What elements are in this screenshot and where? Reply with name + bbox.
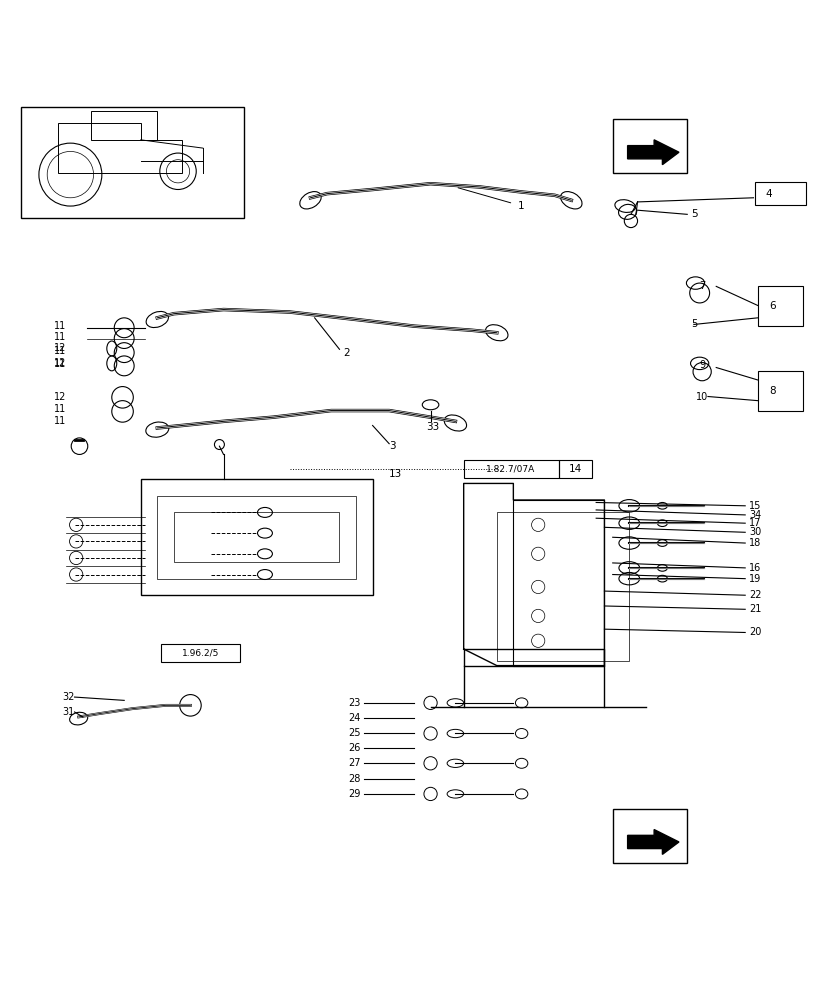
- Text: 30: 30: [748, 527, 761, 537]
- Bar: [513, 500, 604, 666]
- Text: 27: 27: [347, 758, 360, 768]
- Text: 13: 13: [389, 469, 402, 479]
- Bar: [558, 460, 591, 478]
- Text: 12: 12: [54, 391, 66, 401]
- Bar: [612, 809, 686, 863]
- Bar: [612, 119, 686, 173]
- Text: 22: 22: [748, 590, 761, 600]
- Text: 34: 34: [748, 510, 761, 520]
- Text: 11: 11: [54, 332, 66, 342]
- Text: 11: 11: [54, 359, 66, 369]
- Text: 5: 5: [691, 209, 697, 219]
- Text: 12: 12: [54, 343, 66, 353]
- Bar: [157, 496, 356, 579]
- Text: 9: 9: [699, 360, 705, 370]
- Text: 28: 28: [347, 774, 360, 784]
- Text: 29: 29: [347, 789, 360, 799]
- Text: 12: 12: [54, 358, 66, 368]
- Text: 1.96.2/5: 1.96.2/5: [181, 649, 219, 658]
- Text: 1.82.7/07A: 1.82.7/07A: [485, 465, 535, 474]
- Text: 24: 24: [347, 713, 360, 723]
- Text: 17: 17: [748, 518, 761, 528]
- Text: 18: 18: [748, 538, 761, 548]
- Text: 7: 7: [699, 281, 705, 291]
- Text: 14: 14: [568, 464, 581, 474]
- Text: 1: 1: [517, 201, 523, 211]
- Text: 11: 11: [54, 416, 66, 426]
- Text: 26: 26: [347, 743, 360, 753]
- Text: 3: 3: [389, 441, 395, 451]
- Text: 19: 19: [748, 574, 761, 584]
- Text: 5: 5: [691, 319, 697, 329]
- Text: 21: 21: [748, 604, 761, 614]
- Bar: [174, 512, 339, 562]
- Text: 20: 20: [748, 627, 761, 637]
- Text: 15: 15: [748, 501, 761, 511]
- Bar: [463, 460, 558, 478]
- Text: 32: 32: [62, 692, 74, 702]
- Text: 11: 11: [54, 346, 66, 356]
- Text: 25: 25: [347, 728, 360, 738]
- Bar: [757, 371, 802, 411]
- Bar: [161, 644, 240, 662]
- Bar: [757, 286, 802, 326]
- Bar: [754, 182, 805, 205]
- Text: 4: 4: [764, 189, 771, 199]
- Text: 2: 2: [343, 348, 350, 358]
- Polygon shape: [627, 140, 678, 165]
- Text: 11: 11: [54, 404, 66, 414]
- Polygon shape: [627, 830, 678, 854]
- Text: 11: 11: [54, 321, 66, 331]
- Bar: [141, 479, 372, 595]
- Text: 10: 10: [695, 391, 707, 401]
- Text: 23: 23: [347, 698, 360, 708]
- Text: 6: 6: [768, 301, 775, 311]
- Text: 16: 16: [748, 563, 761, 573]
- Text: 31: 31: [62, 707, 74, 717]
- Text: 8: 8: [768, 386, 775, 396]
- Text: 33: 33: [426, 422, 439, 432]
- Bar: [496, 512, 629, 661]
- Bar: [21, 107, 244, 218]
